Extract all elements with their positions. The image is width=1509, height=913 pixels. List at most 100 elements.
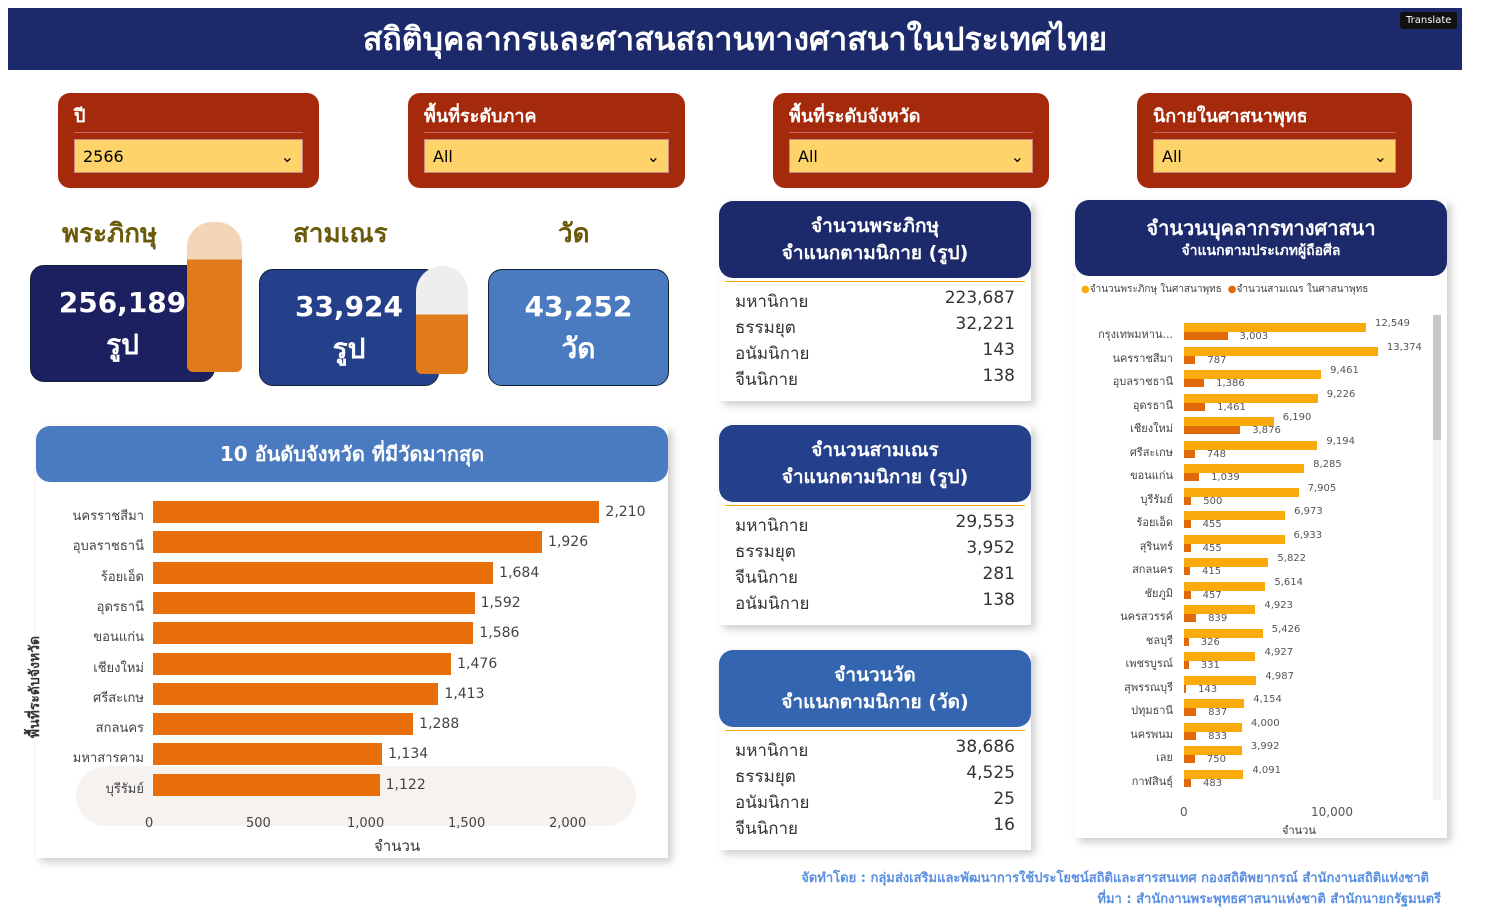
kpi-novices-card: 33,924 รูป [259,269,439,386]
data-label: 1,926 [548,534,589,551]
category-label: กาฬสินธุ์ [1131,774,1173,788]
scrollbar-thumb[interactable] [1433,315,1441,440]
card-title: จำนวนวัด [834,663,916,686]
category-label: สุรินทร์ [1139,539,1173,553]
chevron-down-icon: ⌄ [1010,146,1024,166]
bar-novices [1184,402,1206,411]
dropdown-value: All [433,146,453,166]
year-dropdown[interactable]: 2566 ⌄ [74,139,303,173]
kpi-novices-label: สามเณร [293,219,388,249]
filter-label: นิกายในศาสนาพุทธ [1153,101,1396,133]
bar-monks [1184,769,1244,779]
bar-monks [1184,370,1322,379]
bar [153,622,474,645]
data-label: 1,586 [479,625,520,642]
chart-header: จำนวนบุคลากรทางศาสนา จำแนกตามประเภทผู้ถือ… [1075,200,1447,276]
data-label: 1,122 [385,776,426,793]
data-label-novices: 750 [1206,754,1226,765]
footer-source: ที่มา : สำนักงานพระพุทธศาสนาแห่งชาติ สำน… [1097,892,1441,907]
data-label-novices: 3,003 [1239,331,1269,342]
data-label-monks: 4,923 [1264,600,1294,611]
category-label: สกลนคร [1132,563,1173,576]
province-dropdown[interactable]: All ⌄ [789,139,1033,173]
x-axis-label: จำนวน [1282,824,1316,837]
bar-novices [1184,426,1241,434]
sect-name: ธรรมยุต [735,318,796,338]
bar-monks [1184,323,1366,332]
bar [153,501,600,523]
translate-button[interactable]: Translate [1400,12,1458,29]
bar [153,713,414,736]
category-label: เพชรบูรณ์ [1125,657,1173,670]
table-row: อนัมนิกาย 138 [725,590,1025,616]
category-label: ศรีสะเกษ [1129,445,1173,459]
table-row: อนัมนิกาย 143 [725,340,1025,366]
x-tick-label: 1,000 [347,816,385,831]
data-label-novices: 500 [1203,495,1223,507]
data-label-novices: 837 [1208,707,1228,718]
data-label-monks: 12,549 [1374,318,1410,329]
dropdown-value: All [798,146,818,166]
sect-name: ธรรมยุต [735,767,796,787]
bar-novices [1184,684,1187,693]
filter-year: ปี 2566 ⌄ [58,93,319,188]
category-label: นครพนม [1130,727,1173,741]
scrollbar[interactable] [1433,315,1441,800]
bar-novices [1184,708,1197,716]
category-label: ศรีสะเกษ [92,690,144,706]
kpi-value: 43,252 [524,289,633,323]
x-tick-label: 0 [1180,805,1188,819]
bar-novices [1184,496,1192,505]
kpi-unit: รูป [106,327,139,361]
bar [153,773,380,796]
data-label: 1,134 [388,746,429,763]
category-label: เลย [1156,751,1173,764]
data-label-novices: 1,386 [1216,378,1245,389]
x-tick-label: 10,000 [1311,805,1353,819]
top10-temples-chart: 10 อันดับจังหวัด ที่มีวัดมากสุด นครราชสี… [27,426,668,858]
kpi-monks-label: พระภิกษุ [62,219,158,249]
bar-novices [1184,614,1197,622]
sect-dropdown[interactable]: All ⌄ [1153,139,1396,173]
kpi-temples-label: วัด [558,219,590,249]
category-label: บุรีรัมย์ [1140,492,1174,506]
personnel-by-province-chart: จำนวนบุคลากรทางศาสนา จำแนกตามประเภทผู้ถือ… [1075,200,1447,838]
data-label-monks: 8,285 [1313,459,1342,470]
data-label: 1,413 [444,685,485,702]
category-label: ชัยภูมิ [1144,586,1173,600]
dropdown-value: 2566 [83,146,124,166]
category-label: ขอนแก่น [1130,469,1173,482]
bar-novices [1184,543,1191,552]
category-label: เชียงใหม่ [1130,422,1173,435]
legend: ●จำนวนพระภิกษุ ในศาสนาพุทธ ●จำนวนสามเณร … [1081,282,1368,297]
category-label: ชลบุรี [1145,633,1173,647]
region-dropdown[interactable]: All ⌄ [424,139,669,173]
category-label: ปทุมธานี [1131,704,1173,717]
sect-name: จีนนิกาย [735,568,799,588]
data-label-monks: 4,987 [1265,670,1294,682]
table-row: มหานิกาย 223,687 [725,288,1025,314]
sect-name: จีนนิกาย [735,370,799,390]
legend-item[interactable]: ●จำนวนสามเณร ในศาสนาพุทธ [1228,282,1369,297]
sect-count: 223,687 [944,288,1015,308]
bar-monks [1184,417,1274,426]
bar-monks [1184,393,1318,403]
category-label: ขอนแก่น [93,630,144,646]
bar-monks [1184,534,1285,544]
category-label: มหาสารคาม [72,751,144,767]
legend-item[interactable]: ●จำนวนพระภิกษุ ในศาสนาพุทธ [1081,282,1222,297]
bar-monks [1184,746,1242,755]
kpi-monks-card: 256,189 รูป [30,265,215,382]
novice-illustration-icon [416,266,468,374]
sect-name: มหานิกาย [735,516,809,536]
data-label-monks: 5,822 [1277,553,1307,564]
bar-monks [1184,699,1245,708]
sect-name: มหานิกาย [735,741,809,761]
sect-count: 25 [993,789,1015,809]
card-title: จำนวนสามเณร [811,438,939,461]
bar-monks [1184,487,1299,497]
sect-name: อนัมนิกาย [735,344,810,364]
bar [153,561,494,584]
chevron-down-icon: ⌄ [646,146,660,166]
kpi-value: 33,924 [294,289,404,323]
